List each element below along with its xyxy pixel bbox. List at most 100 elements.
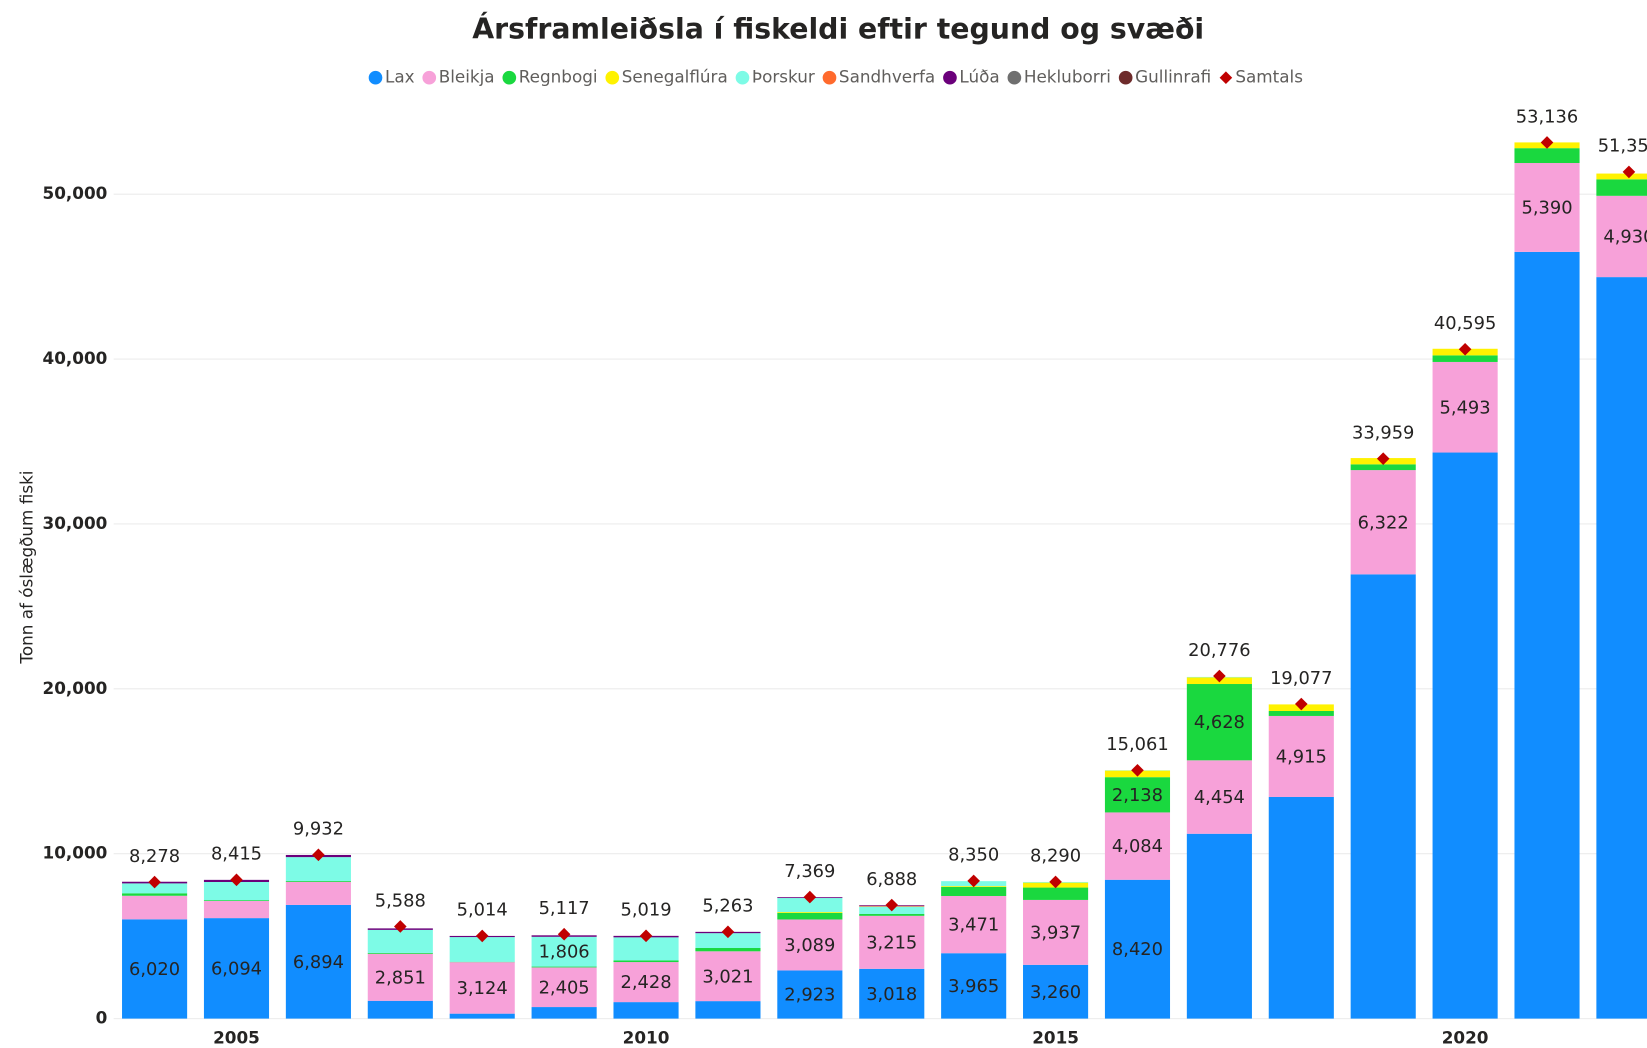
- legend-label: Regnbogi: [519, 67, 598, 87]
- bar-segment: [203, 900, 270, 901]
- bar-segment: [449, 1013, 515, 1019]
- total-label: 8,278: [129, 846, 180, 867]
- bar-segment: [122, 919, 188, 1019]
- bar-segment: [695, 951, 761, 1002]
- bar-segment: [285, 881, 351, 905]
- bar-segment: [531, 936, 597, 967]
- legend-marker: [368, 70, 383, 85]
- x-tick-label: 2020: [1442, 1028, 1489, 1048]
- bar-segment: [777, 970, 843, 1019]
- data-label: 3,124: [457, 978, 508, 999]
- x-tick-label: 2010: [623, 1028, 670, 1048]
- bar-segment: [203, 882, 270, 901]
- total-label: 8,350: [948, 845, 999, 866]
- data-label: 5,493: [1440, 397, 1491, 418]
- x-tick-label: 2005: [213, 1028, 260, 1048]
- bar-segment: [777, 912, 843, 920]
- bar-segment: [1023, 887, 1089, 900]
- data-label: 4,628: [1194, 712, 1245, 733]
- total-label: 8,415: [211, 844, 262, 865]
- bar-segment: [941, 886, 1007, 896]
- bar-segment: [777, 919, 843, 971]
- bar-segment: [122, 893, 188, 896]
- bar-segment: [695, 948, 761, 952]
- total-label: 5,588: [375, 890, 426, 911]
- total-label: 51,350: [1598, 136, 1647, 157]
- bar-segment: [367, 929, 433, 953]
- bar-segment: [367, 952, 433, 954]
- total-marker: [1049, 875, 1062, 889]
- data-label: 4,915: [1276, 747, 1327, 768]
- legend-marker: [943, 70, 957, 85]
- bar-segment: [941, 953, 1007, 1019]
- data-label: 3,018: [866, 984, 917, 1005]
- total-label: 33,959: [1352, 422, 1414, 443]
- bar-segment: [1596, 195, 1647, 278]
- bar-segment: [613, 960, 679, 963]
- data-label: 4,930: [1603, 227, 1647, 248]
- legend-label: Lúða: [959, 67, 999, 87]
- data-label: 2,851: [375, 967, 426, 988]
- bar-segment: [122, 895, 188, 920]
- data-label: 3,089: [784, 935, 835, 956]
- bar-segment: [1514, 163, 1580, 252]
- bar-segment: [1514, 251, 1580, 1019]
- data-label: 6,322: [1358, 512, 1409, 533]
- data-label: 5,390: [1521, 197, 1572, 218]
- data-label: 2,138: [1112, 785, 1163, 806]
- x-tick-label: 2015: [1032, 1028, 1079, 1048]
- legend-marker: [822, 70, 837, 85]
- bar-segment: [203, 900, 270, 919]
- total-label: 5,263: [702, 896, 753, 917]
- total-label: 6,888: [866, 869, 917, 890]
- legend-marker: [1118, 70, 1133, 85]
- bar-segment: [1350, 464, 1416, 471]
- data-label: 6,894: [293, 952, 344, 973]
- total-label: 53,136: [1516, 106, 1578, 127]
- legend-label: Bleikja: [439, 67, 495, 87]
- bar-segment: [1104, 879, 1171, 1019]
- bar-segment: [777, 898, 843, 913]
- data-label: 3,471: [948, 915, 999, 936]
- bar-segment: [1432, 452, 1498, 1019]
- bar-segment: [1350, 470, 1416, 575]
- y-tick-label: 10,000: [43, 843, 108, 863]
- data-label: 3,215: [866, 932, 917, 953]
- data-label: 2,428: [620, 972, 671, 993]
- total-label: 19,077: [1270, 668, 1332, 689]
- bar-segment: [1268, 711, 1334, 716]
- bar-segment: [1104, 777, 1171, 813]
- data-label: 3,965: [948, 976, 999, 997]
- bar-segment: [1268, 796, 1334, 1019]
- bar-segment: [859, 915, 925, 969]
- total-label: 5,117: [539, 898, 590, 919]
- data-label: 4,454: [1194, 787, 1245, 808]
- bar-segment: [1596, 173, 1647, 180]
- bar-segment: [285, 904, 351, 1019]
- data-label: 3,937: [1030, 922, 1081, 943]
- legend-label: Sandhverfa: [839, 67, 935, 87]
- legend-marker: [605, 70, 620, 85]
- bar-segment: [1514, 148, 1580, 164]
- bar-segment: [1432, 361, 1498, 453]
- legend-label: Hekluborri: [1024, 67, 1111, 87]
- bar-segment: [859, 968, 925, 1019]
- legend-label: Þorskur: [752, 67, 815, 87]
- data-label: 3,260: [1030, 982, 1081, 1003]
- bar-segment: [1186, 684, 1252, 761]
- bar-segment: [367, 1000, 433, 1019]
- bar-segment: [1186, 833, 1252, 1019]
- total-label: 7,369: [784, 861, 835, 882]
- data-label: 6,020: [129, 959, 180, 980]
- total-label: 9,932: [293, 819, 344, 840]
- legend-label: Lax: [385, 67, 415, 87]
- y-tick-label: 0: [96, 1008, 108, 1028]
- legend-marker: [1219, 71, 1233, 85]
- bar-segment: [613, 962, 679, 1003]
- bar-segment: [367, 953, 433, 1001]
- bar-segment: [777, 912, 843, 913]
- total-label: 8,290: [1030, 846, 1081, 867]
- legend: Lax Bleikja Regnbogi Senegalflúra Þorskur San…: [368, 67, 1303, 87]
- legend-marker: [1007, 70, 1022, 85]
